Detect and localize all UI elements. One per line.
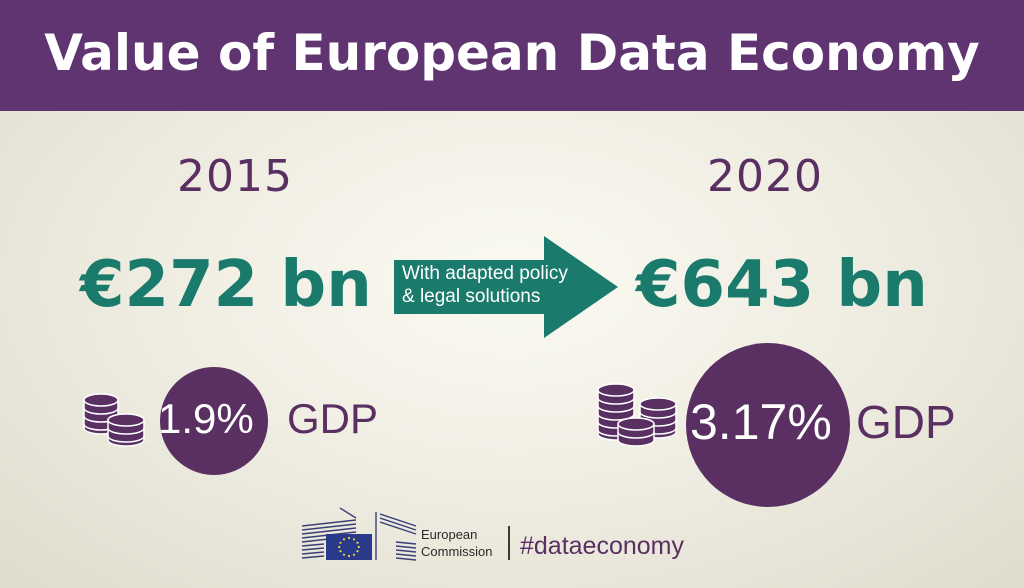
gdp-2020-label: GDP	[856, 396, 956, 448]
arrow-caption-line1: With adapted policy	[402, 263, 568, 284]
gdp-2015-circle	[160, 367, 268, 475]
arrow-caption-line2: & legal solutions	[402, 286, 541, 307]
year-2015-label: 2015	[177, 151, 293, 202]
org-name-line1: European	[421, 527, 478, 542]
org-name-line2: Commission	[421, 544, 493, 559]
footer-divider	[508, 526, 510, 560]
european-commission-name: European Commission	[421, 526, 493, 560]
coin-stack-icon	[597, 383, 677, 447]
gdp-2015-percent: 1.9%	[158, 395, 254, 442]
gdp-2015-label: GDP	[287, 395, 379, 442]
year-2020-label: 2020	[707, 151, 823, 202]
arrow-caption: With adapted policy & legal solutions	[402, 262, 602, 308]
coin-stack-icon	[83, 393, 145, 447]
value-2020: €643 bn	[636, 248, 928, 322]
page-title: Value of European Data Economy	[44, 24, 980, 82]
european-commission-logo	[301, 507, 417, 561]
title-banner	[0, 0, 1024, 111]
gdp-2020-percent: 3.17%	[690, 394, 832, 450]
right-arrow-icon	[394, 236, 618, 338]
value-2015: €272 bn	[80, 248, 372, 322]
gdp-2020-circle	[686, 343, 850, 507]
hashtag: #dataeconomy	[520, 532, 685, 560]
